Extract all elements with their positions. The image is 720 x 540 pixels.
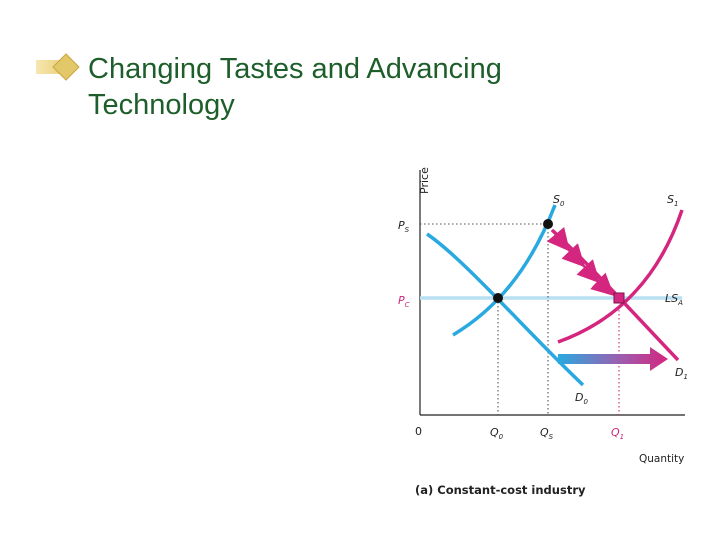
quantity-label-q0: Q0 [490,426,504,441]
price-label-ps: PS [398,219,410,234]
short-run-equilibrium-point [543,219,553,229]
constant-cost-industry-diagram: Price Quantity 0 PS PC Q0 Q [398,167,688,497]
y-axis-label: Price [418,167,431,194]
origin-label: 0 [415,425,422,438]
adjustment-arrow-1 [546,226,570,252]
curve-label-lsa: LSA [665,292,683,307]
supply-curve-s1 [557,209,684,344]
curve-label-s0: S0 [553,193,565,208]
x-axis-label: Quantity [639,453,684,465]
adjustment-arrow-4 [590,272,615,297]
demand-shift-arrow [558,347,668,371]
diamond-bullet-icon [36,53,80,81]
curve-label-d1: D1 [675,366,688,381]
initial-equilibrium-point [493,293,503,303]
quantity-label-q1: Q1 [611,426,624,441]
quantity-label-qs: QS [540,426,554,441]
diagram-caption: (a) Constant-cost industry [415,483,586,497]
new-long-run-equilibrium-point [613,292,625,304]
curve-label-d0: D0 [575,391,588,406]
slide-title-line-1: Changing Tastes and Advancing [88,53,502,85]
price-label-pc: PC [398,294,410,309]
slide-title-line-2: Technology [88,89,235,121]
curve-label-s1: S1 [667,193,678,208]
slide-title: Changing Tastes and Advancing Technology [88,51,648,123]
